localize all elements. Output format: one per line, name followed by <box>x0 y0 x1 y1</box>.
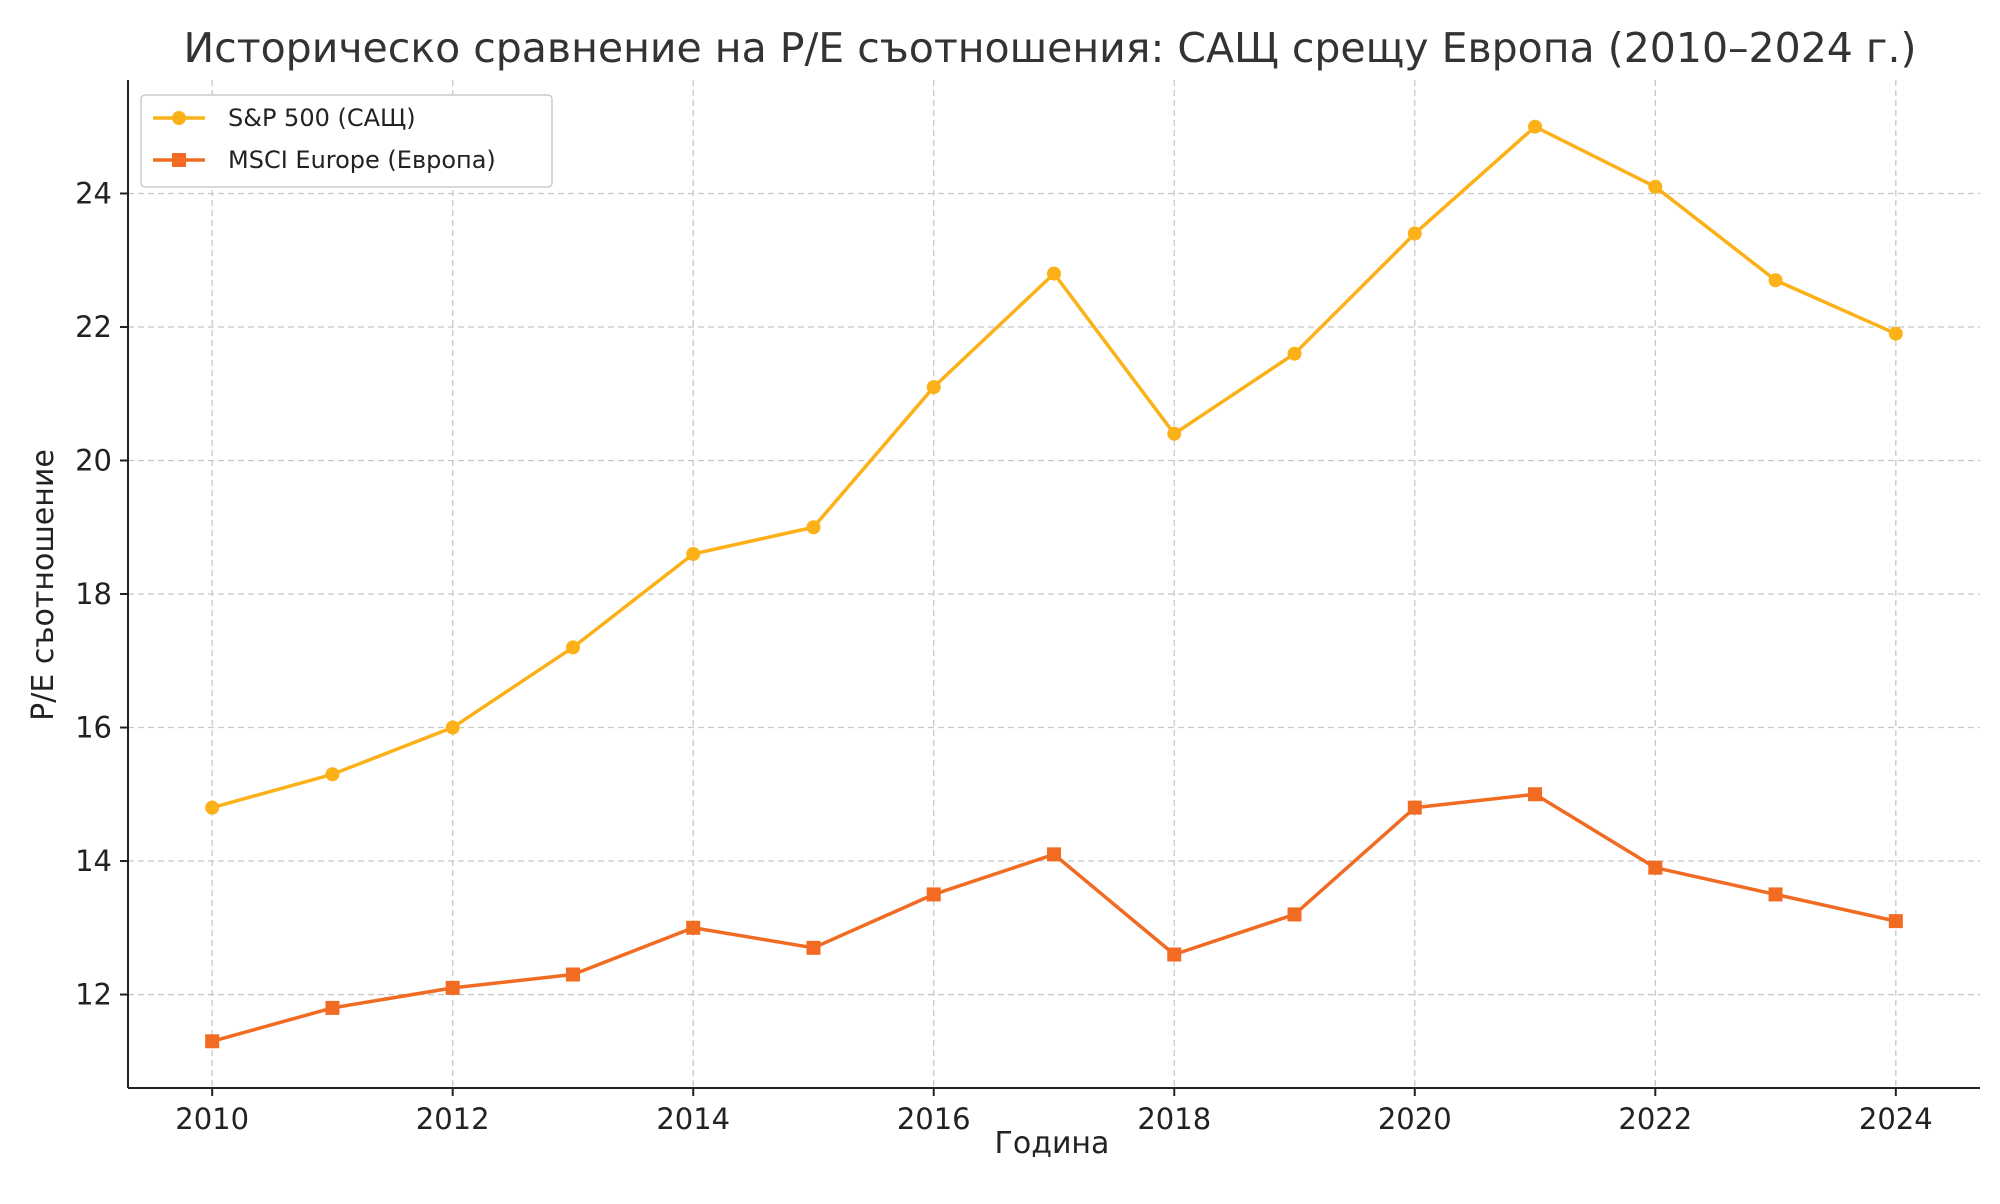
data-point-square <box>1528 787 1543 802</box>
data-point-circle <box>1287 346 1302 361</box>
data-point-square <box>1768 887 1783 902</box>
axes: 2010 2012 2014 2016 2018 2020 2022 202412141618… <box>75 80 1980 1136</box>
data-point-square <box>325 1000 340 1015</box>
data-point-square <box>806 940 821 955</box>
x-tick-label: 2016 <box>897 1102 971 1136</box>
legend-marker-sp500 <box>172 111 186 125</box>
x-tick-label: 2012 <box>416 1102 490 1136</box>
data-point-circle <box>1528 119 1543 134</box>
x-tick-label: 2018 <box>1137 1102 1211 1136</box>
legend-label-sp500: S&P 500 (САЩ) <box>228 104 416 132</box>
legend-frame <box>140 94 553 188</box>
x-tick-label: 2010 <box>175 1102 249 1136</box>
data-point-square <box>1167 947 1182 962</box>
x-tick-label: 2024 <box>1859 1102 1933 1136</box>
x-tick-label: 2020 <box>1378 1102 1452 1136</box>
data-point-square <box>1407 800 1422 815</box>
data-point-square <box>926 887 941 902</box>
data-point-circle <box>325 767 340 782</box>
legend-marker-msci <box>172 153 186 167</box>
data-point-square <box>1888 914 1903 929</box>
data-point-circle <box>1167 426 1182 441</box>
data-point-square <box>1287 907 1302 922</box>
x-tick-label: 2014 <box>656 1102 730 1136</box>
data-point-square <box>445 980 460 995</box>
data-point-circle <box>1768 273 1783 288</box>
data-point-circle <box>565 640 580 655</box>
x-tick-label: 2022 <box>1618 1102 1692 1136</box>
y-axis-label: P/E съотношение <box>26 449 61 721</box>
series-layer <box>205 119 1903 1049</box>
data-point-circle <box>445 720 460 735</box>
series-line-0 <box>211 124 1897 810</box>
data-point-circle <box>1047 266 1061 281</box>
data-point-circle <box>926 380 941 395</box>
x-axis-label: Година <box>995 1126 1110 1161</box>
y-tick-label: 14 <box>75 844 112 878</box>
y-tick-label: 16 <box>75 711 112 745</box>
data-point-square <box>565 967 580 982</box>
data-point-square <box>1047 847 1061 862</box>
data-point-square <box>205 1034 220 1049</box>
y-tick-label: 18 <box>75 577 112 611</box>
data-point-circle <box>1648 179 1663 194</box>
grid-lines <box>128 80 1980 1088</box>
data-point-circle <box>1888 326 1903 341</box>
data-point-circle <box>1407 226 1422 241</box>
data-point-square <box>686 920 701 935</box>
y-tick-label: 24 <box>75 176 112 210</box>
data-point-circle <box>686 546 701 561</box>
legend: S&P 500 (САЩ) MSCI Europe (Европа) <box>140 94 553 188</box>
y-tick-label: 12 <box>75 978 112 1012</box>
data-point-square <box>1648 860 1663 875</box>
y-tick-label: 20 <box>75 444 112 478</box>
legend-label-msci: MSCI Europe (Европа) <box>228 146 496 174</box>
chart-title: Историческо сравнение на P/E съотношения… <box>183 24 1916 72</box>
data-point-circle <box>806 520 821 535</box>
series-line-1 <box>211 792 1897 1043</box>
data-point-circle <box>205 800 220 815</box>
y-tick-label: 22 <box>75 310 112 344</box>
